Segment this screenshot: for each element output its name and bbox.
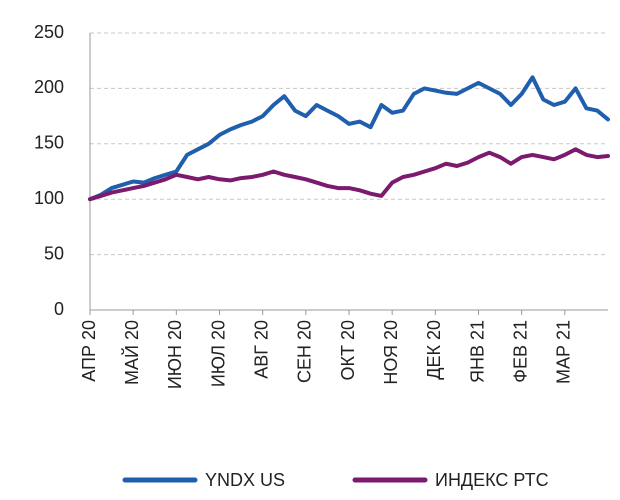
x-tick-label: АВГ 20 bbox=[251, 320, 271, 379]
y-tick-label: 150 bbox=[34, 133, 64, 153]
y-tick-label: 200 bbox=[34, 77, 64, 97]
x-tick-label: ИЮН 20 bbox=[165, 320, 185, 389]
x-tick-label: ИЮЛ 20 bbox=[208, 320, 228, 387]
y-tick-label: 50 bbox=[44, 243, 64, 263]
y-tick-label: 100 bbox=[34, 188, 64, 208]
y-tick-label: 0 bbox=[54, 299, 64, 319]
x-tick-label: МАР 21 bbox=[554, 320, 574, 384]
legend-label: YNDX US bbox=[205, 470, 285, 490]
x-tick-label: ДЕК 20 bbox=[424, 320, 444, 380]
x-tick-label: АПР 20 bbox=[79, 320, 99, 382]
line-series bbox=[88, 75, 610, 202]
x-tick-label: ЯНВ 21 bbox=[467, 320, 487, 383]
legend-label: ИНДЕКС РТС bbox=[435, 470, 549, 490]
x-tick-label: ОКТ 20 bbox=[338, 320, 358, 381]
x-tick-label: СЕН 20 bbox=[295, 320, 315, 383]
line-series bbox=[88, 147, 610, 202]
x-tick-label: ФЕВ 21 bbox=[510, 320, 530, 383]
x-tick-label: МАЙ 20 bbox=[121, 320, 142, 385]
y-tick-label: 250 bbox=[34, 22, 64, 42]
x-tick-label: НОЯ 20 bbox=[381, 320, 401, 385]
